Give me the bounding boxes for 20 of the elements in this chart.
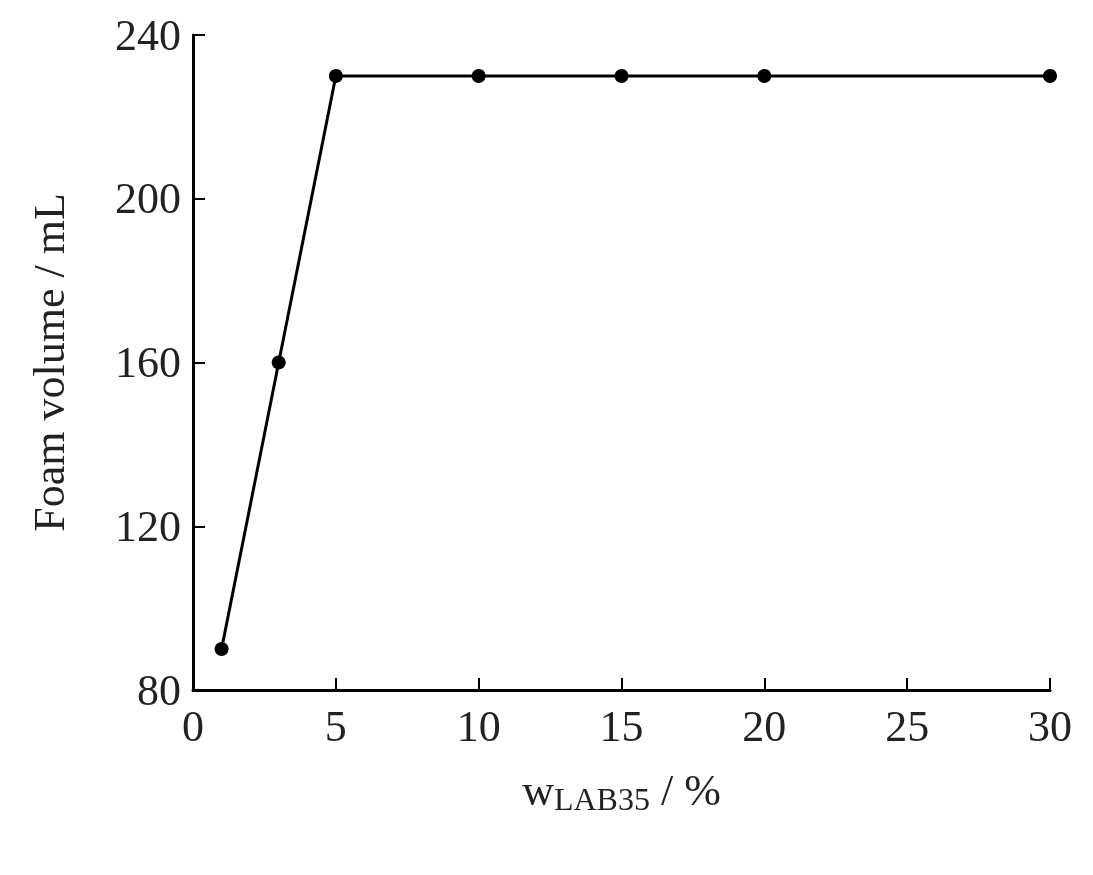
- y-tick-label: 120: [115, 501, 181, 551]
- y-axis-title: Foam volume / mL: [24, 193, 74, 532]
- y-tick-label: 80: [137, 665, 181, 715]
- y-tick-label: 160: [115, 338, 181, 387]
- point: [1043, 68, 1057, 83]
- x-tick-label: 10: [456, 701, 501, 751]
- point: [614, 68, 629, 83]
- point: [757, 68, 772, 83]
- point: [328, 68, 343, 83]
- y-tick-label: 200: [115, 174, 181, 224]
- point: [214, 642, 229, 657]
- x-tick-label: 30: [1028, 701, 1072, 751]
- x-tick-label: 0: [182, 701, 204, 751]
- x-tick-label: 5: [324, 701, 347, 751]
- point: [471, 68, 486, 83]
- y-tick-label: 240: [115, 10, 181, 60]
- x-tick-label: 25: [885, 701, 930, 751]
- x-tick-label: 15: [599, 701, 644, 751]
- point: [271, 355, 286, 370]
- x-tick-label: 20: [742, 701, 787, 751]
